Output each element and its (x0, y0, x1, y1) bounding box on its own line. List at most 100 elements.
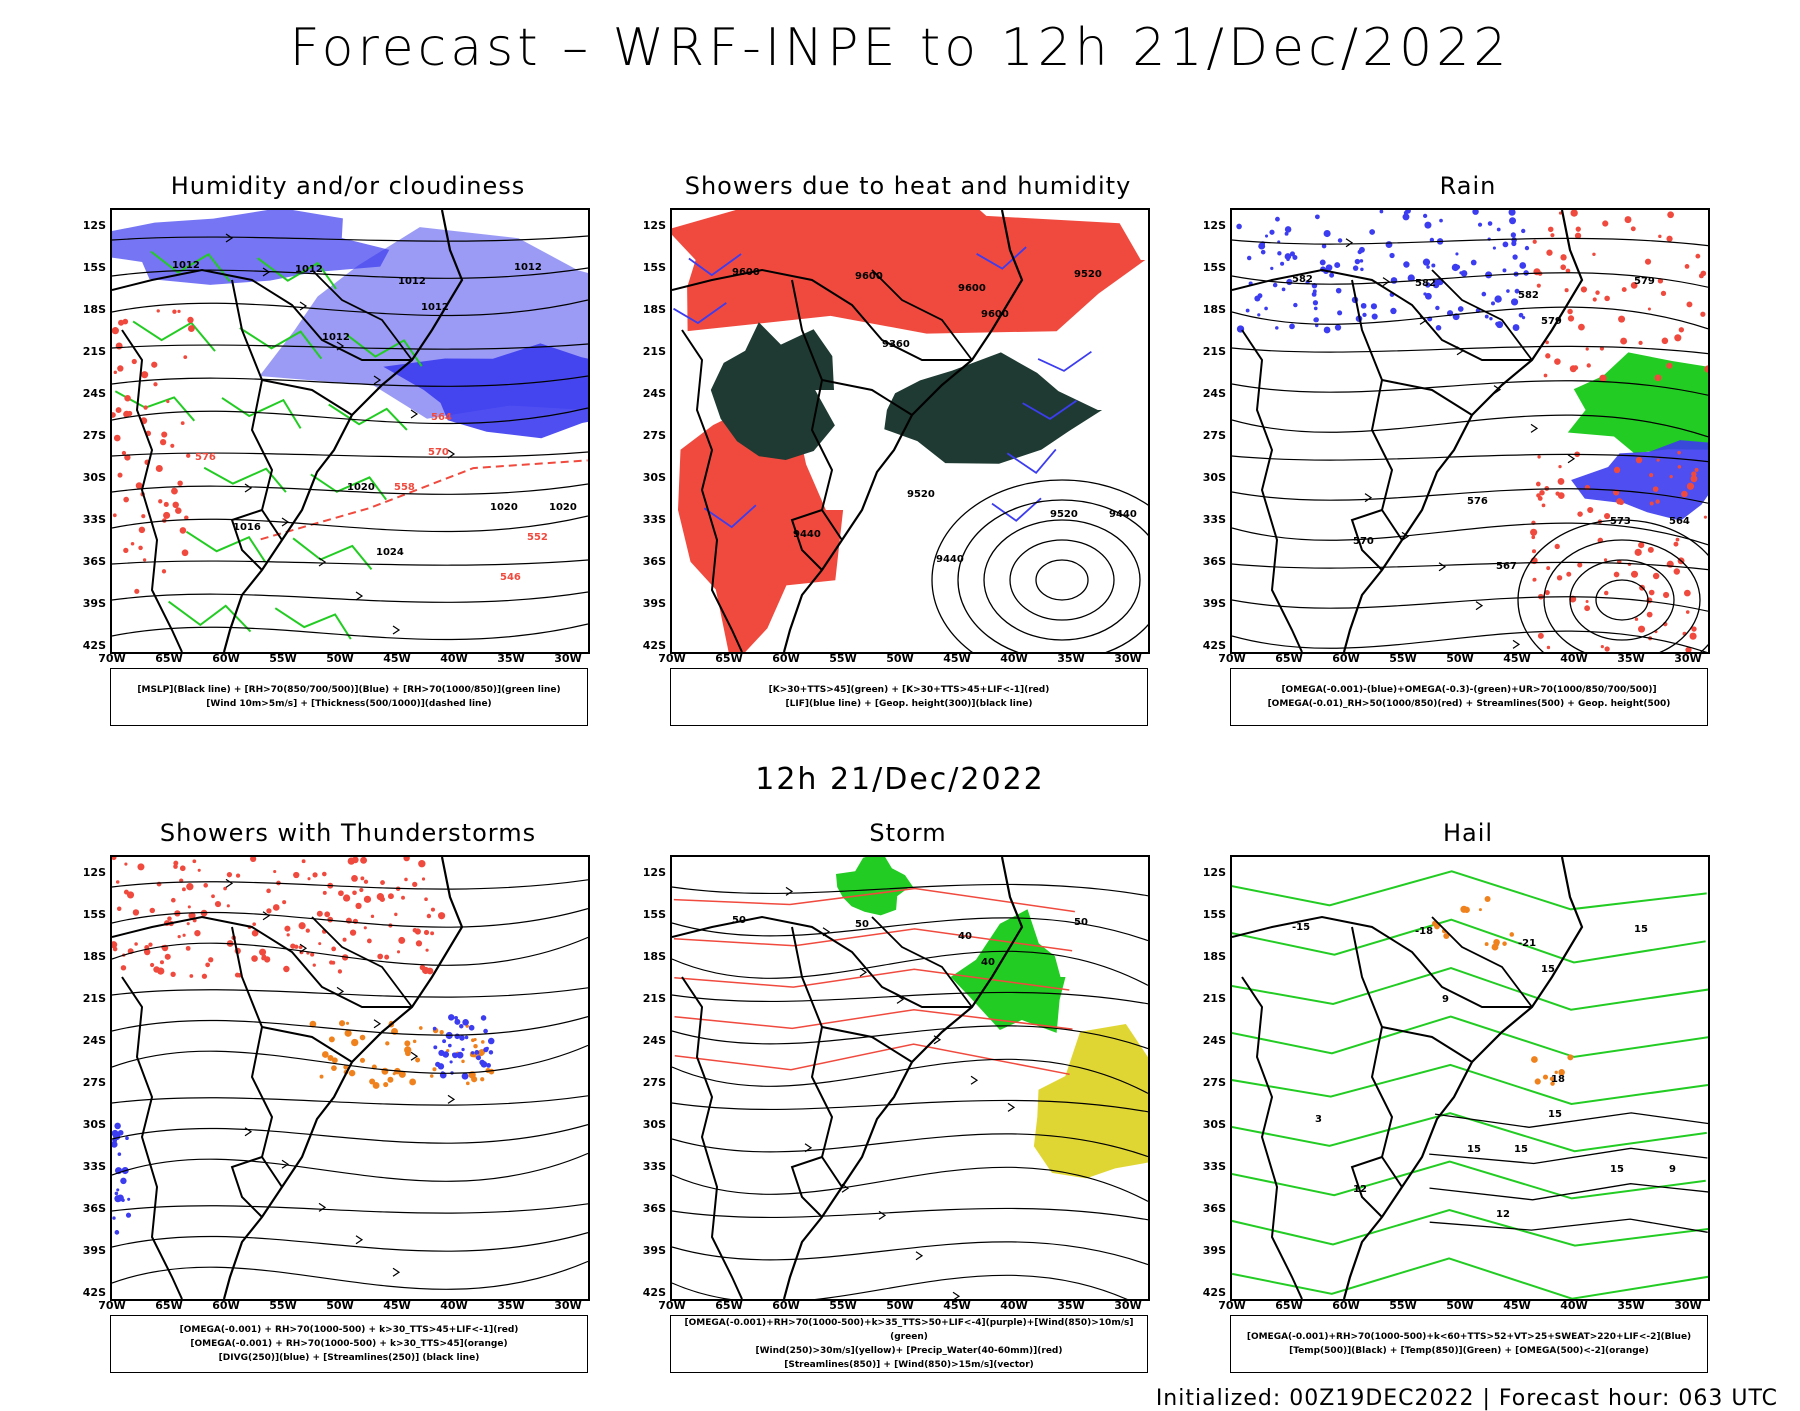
coastline-and-borders (1232, 857, 1584, 1299)
green-contour (1232, 1063, 1708, 1106)
geopotential-500-contours (1517, 519, 1708, 652)
contour-label: 582 (1415, 278, 1436, 289)
green-contour (1232, 918, 1706, 964)
contour-label: 15 (1610, 1164, 1624, 1175)
map-panel-6: -15 -18 -21 15 15 15 15 12 12 9 9 3 15 18 15 (1230, 855, 1710, 1301)
legend-line: [Wind 10m>5m/s] + [Thickness(500/1000)](… (206, 699, 492, 709)
longitude-tick-label: 70W (658, 1299, 686, 1312)
legend-line: [DIVG(250)](blue) + [Streamlines(250)] (… (218, 1353, 480, 1363)
streamlines-500 (1232, 237, 1708, 652)
latitude-tick-label: 33S (1202, 513, 1226, 526)
green-contour (1232, 1015, 1708, 1058)
longitude-tick-label: 70W (98, 652, 126, 665)
latitude-tick-label: 12S (82, 219, 106, 232)
geopotential-contours (931, 479, 1148, 652)
omega-blue-east (1571, 440, 1708, 521)
panel-legend-5: [OMEGA(-0.001)+RH>70(1000-500)+k>35_TTS>… (670, 1315, 1148, 1373)
panel-title-5: Storm (869, 819, 947, 847)
map-panel-2: 9600 9600 9600 9600 9520 9520 9520 9440 9440 9440… (670, 208, 1150, 654)
latitude-tick-label: 39S (642, 1244, 666, 1257)
contour-label: -21 (1518, 938, 1536, 949)
contour-label: 564 (1669, 516, 1690, 527)
green-contour (310, 473, 388, 501)
longitude-tick-label: 30W (554, 1299, 582, 1312)
darkgreen-west (710, 322, 835, 460)
latitude-tick-label: 27S (1202, 429, 1226, 442)
latitude-tick-label: 27S (82, 429, 106, 442)
contour-labels: 50 50 40 40 50 (732, 915, 1088, 968)
contour-label: 50 (732, 915, 746, 926)
latitude-tick-label: 42S (82, 639, 106, 652)
contour-label: 9 (1442, 994, 1449, 1005)
latitude-tick-label: 18S (642, 303, 666, 316)
latitude-tick-label: 15S (1202, 261, 1226, 274)
contour-label: 576 (1467, 496, 1488, 507)
longitude-tick-label: 65W (155, 652, 183, 665)
longitude-tick-label: 60W (212, 652, 240, 665)
longitude-tick-label: 60W (212, 1299, 240, 1312)
longitude-tick-label: 40W (1000, 1299, 1028, 1312)
contour-label: 15 (1467, 1144, 1481, 1155)
contour-label: 9600 (855, 271, 883, 282)
panel-title-6: Hail (1442, 819, 1494, 847)
latitude-tick-label: 27S (642, 429, 666, 442)
contour-label: 40 (958, 931, 972, 942)
longitude-tick-label: 65W (715, 1299, 743, 1312)
red-contour (673, 887, 1076, 913)
blue-contour (976, 246, 1027, 270)
latitude-tick-label: 21S (642, 345, 666, 358)
latitude-tick-label: 33S (82, 513, 106, 526)
longitude-tick-label: 70W (1218, 652, 1246, 665)
latitude-tick-label: 42S (82, 1286, 106, 1299)
longitude-tick-label: 50W (1446, 1299, 1474, 1312)
longitude-tick-label: 55W (1389, 652, 1417, 665)
blue-contour (1022, 399, 1078, 420)
legend-line: [OMEGA(-0.001)+RH>70(1000-500)+k<60+TTS>… (1246, 1332, 1692, 1342)
contour-label: 1012 (398, 276, 426, 287)
contour-label: -15 (1292, 922, 1310, 933)
contour-label: 564 (431, 412, 452, 423)
latitude-tick-label: 24S (82, 387, 106, 400)
black-contour (1429, 1218, 1708, 1233)
blue-contour (1006, 448, 1057, 474)
latitude-tick-label: 24S (642, 1034, 666, 1047)
contour-label: 582 (1292, 274, 1313, 285)
latitude-tick-label: 27S (642, 1076, 666, 1089)
map-graphic: -15 -18 -21 15 15 15 15 12 12 9 9 3 15 18 15 (1232, 857, 1708, 1299)
latitude-tick-label: 30S (642, 471, 666, 484)
initialization-footer: Initialized: 00Z19DEC2022 | Forecast hou… (1155, 1386, 1778, 1411)
longitude-tick-label: 35W (1617, 652, 1645, 665)
contour-label: 1020 (490, 502, 518, 513)
latitude-tick-label: 30S (1202, 471, 1226, 484)
longitude-tick-label: 30W (554, 652, 582, 665)
green-contour (185, 530, 267, 563)
green-contour (1232, 870, 1707, 911)
precip-water-red-contours (673, 887, 1076, 1076)
omega-500-orange-area (1432, 895, 1515, 951)
latitude-tick-label: 27S (1202, 1076, 1226, 1089)
latitude-tick-label: 27S (82, 1076, 106, 1089)
contour-label: 9440 (793, 529, 821, 540)
green-contour (1232, 1208, 1708, 1247)
streamlines-250 (112, 878, 588, 1290)
longitude-tick-label: 60W (772, 652, 800, 665)
latitude-tick-label: 15S (642, 908, 666, 921)
latitude-tick-label: 36S (642, 1202, 666, 1215)
contour-label: 1012 (172, 260, 200, 271)
contour-label: 15 (1634, 924, 1648, 935)
contour-label: 570 (428, 447, 449, 458)
contour-label: 1024 (376, 547, 404, 558)
map-panel-3: 582 582 582 579 579 576 573 570 567 564 (1230, 208, 1710, 654)
longitude-tick-label: 35W (1617, 1299, 1645, 1312)
longitude-tick-label: 45W (383, 1299, 411, 1312)
longitude-tick-label: 40W (1560, 652, 1588, 665)
map-graphic: 582 582 582 579 579 576 573 570 567 564 (1232, 210, 1708, 652)
longitude-tick-label: 65W (1275, 652, 1303, 665)
longitude-tick-label: 55W (269, 1299, 297, 1312)
red-contour (674, 968, 1070, 991)
blue-contour (673, 302, 727, 325)
contour-label: 9600 (981, 309, 1009, 320)
contour-label: 576 (195, 452, 216, 463)
panel-legend-3: [OMEGA(-0.001)-(blue)+OMEGA(-0.3)-(green… (1230, 668, 1708, 726)
longitude-tick-label: 45W (943, 1299, 971, 1312)
